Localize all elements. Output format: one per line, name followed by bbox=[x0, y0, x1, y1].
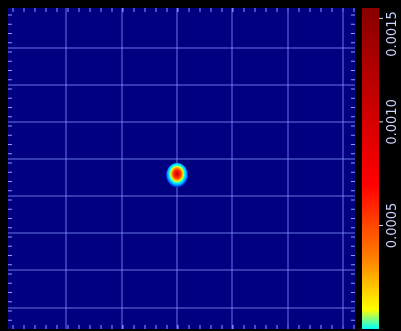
colorbar-tick-label: 0.0010 bbox=[385, 99, 400, 145]
colorbar-tick-label: 0.0005 bbox=[385, 203, 400, 249]
colorbar bbox=[362, 8, 379, 329]
axis-ticks bbox=[8, 8, 355, 329]
colorbar-labels: 0.0005 0.0010 0.0015 bbox=[379, 11, 400, 248]
grid-lines bbox=[8, 8, 355, 329]
colorbar-tick-label: 0.0015 bbox=[385, 11, 400, 57]
hotspot bbox=[166, 163, 188, 189]
